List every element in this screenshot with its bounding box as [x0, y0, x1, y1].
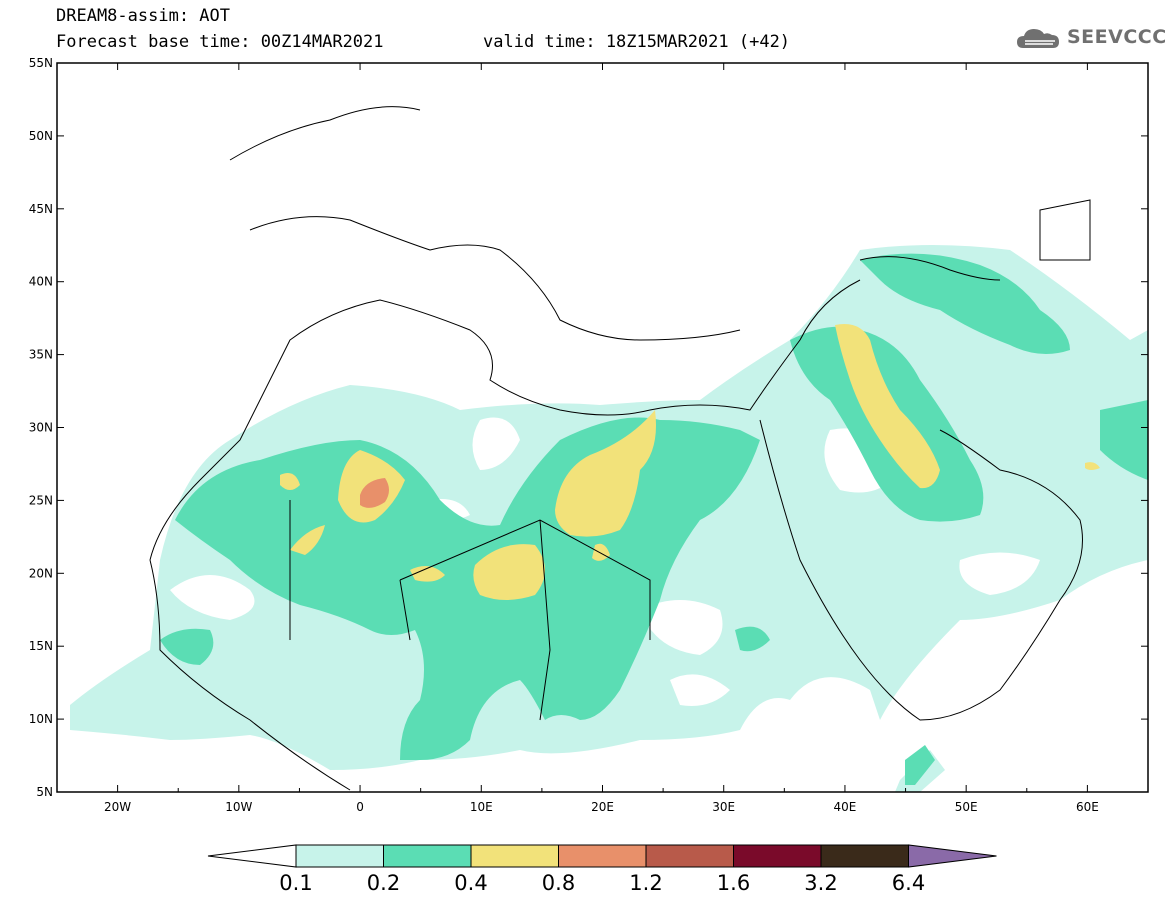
colorbar-label: 6.4	[892, 871, 925, 895]
lat-label: 55N	[29, 56, 53, 70]
colorbar-box	[820, 844, 909, 868]
valid-time: valid time: 18Z15MAR2021 (+42)	[483, 32, 791, 52]
lon-label: 30E	[712, 800, 735, 814]
chart-title: DREAM8-assim: AOT	[56, 6, 230, 26]
lat-label: 35N	[29, 348, 53, 362]
colorbar-boxes	[207, 844, 997, 868]
aot-fields	[70, 245, 1148, 792]
lat-label: 20N	[29, 566, 53, 580]
colorbar-label: 0.4	[454, 871, 487, 895]
colorbar-right-cap	[908, 844, 997, 868]
colorbar-box	[558, 844, 647, 868]
aot-level-0.8	[360, 478, 389, 508]
lat-label: 15N	[29, 639, 53, 653]
lon-label: 20W	[104, 800, 131, 814]
colorbar-box	[645, 844, 734, 868]
colorbar-left-cap	[207, 844, 297, 868]
longitude-axis: 20W 10W 0 10E 20E 30E 40E 50E 60E	[56, 63, 1149, 814]
latitude-axis: 55N 50N 45N 40N 35N 30N 25N 20N 15N 10N 5N	[29, 56, 1148, 799]
colorbar-labels: 0.1 0.2 0.4 0.8 1.2 1.6 3.2 6.4	[279, 871, 925, 895]
colorbar-label: 1.2	[629, 871, 662, 895]
colorbar-box	[383, 844, 472, 868]
lat-label: 45N	[29, 202, 53, 216]
colorbar-label: 0.1	[279, 871, 312, 895]
lat-label: 50N	[29, 129, 53, 143]
lat-label: 40N	[29, 275, 53, 289]
lat-label: 30N	[29, 421, 53, 435]
lon-label: 40E	[834, 800, 857, 814]
lon-label: 0	[356, 800, 364, 814]
cloud-icon	[1017, 29, 1059, 48]
seevccc-logo: SEEVCCC	[1015, 24, 1165, 54]
colorbar-box	[470, 844, 559, 868]
lat-label: 25N	[29, 493, 53, 507]
colorbar-label: 3.2	[804, 871, 837, 895]
colorbar-label: 0.8	[542, 871, 575, 895]
lat-label: 10N	[29, 712, 53, 726]
colorbar-label: 1.6	[717, 871, 750, 895]
lat-label: 5N	[36, 785, 53, 799]
colorbar-box	[733, 844, 822, 868]
lon-label: 10E	[470, 800, 493, 814]
logo-text: SEEVCCC	[1067, 26, 1165, 48]
coastlines	[149, 106, 1091, 791]
lon-label: 50E	[955, 800, 978, 814]
lon-label: 20E	[591, 800, 614, 814]
lon-label: 10W	[225, 800, 252, 814]
colorbar-label: 0.2	[367, 871, 400, 895]
forecast-base-time: Forecast base time: 00Z14MAR2021	[56, 32, 384, 52]
colorbar-box	[295, 844, 384, 868]
lon-label: 60E	[1076, 800, 1099, 814]
